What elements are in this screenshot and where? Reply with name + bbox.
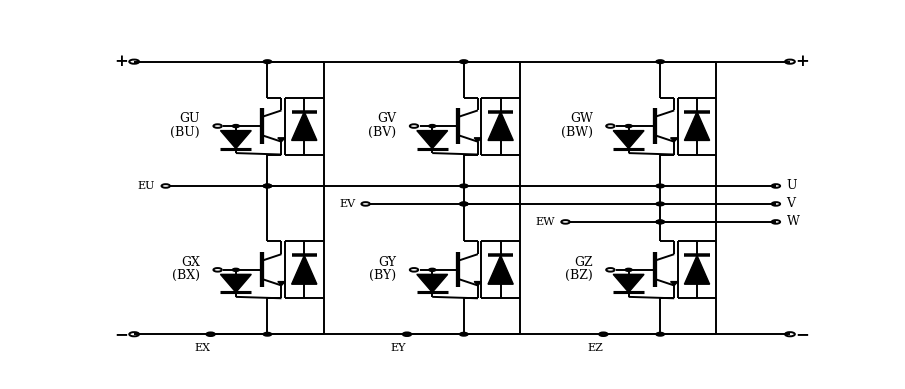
- Polygon shape: [417, 131, 448, 149]
- Circle shape: [263, 60, 271, 63]
- Polygon shape: [614, 131, 644, 149]
- Polygon shape: [684, 256, 710, 284]
- Text: GZ: GZ: [575, 256, 593, 269]
- Circle shape: [625, 124, 633, 128]
- Circle shape: [656, 60, 664, 63]
- Text: GV: GV: [377, 112, 396, 125]
- Circle shape: [625, 268, 633, 272]
- Circle shape: [263, 333, 271, 336]
- Circle shape: [656, 220, 664, 224]
- Circle shape: [460, 184, 468, 188]
- Text: EX: EX: [195, 343, 210, 352]
- Circle shape: [460, 202, 468, 206]
- Text: +: +: [115, 53, 129, 70]
- Polygon shape: [278, 138, 285, 142]
- Polygon shape: [614, 274, 644, 292]
- Text: (BX): (BX): [172, 269, 200, 282]
- Text: GU: GU: [179, 112, 200, 125]
- Text: V: V: [786, 198, 795, 210]
- Text: (BZ): (BZ): [565, 269, 593, 282]
- Polygon shape: [474, 282, 481, 286]
- Text: GY: GY: [378, 256, 396, 269]
- Polygon shape: [488, 256, 513, 284]
- Text: EW: EW: [536, 217, 555, 227]
- Text: −: −: [115, 326, 129, 343]
- Circle shape: [656, 202, 664, 206]
- Polygon shape: [221, 274, 252, 292]
- Text: EU: EU: [138, 181, 156, 191]
- Text: GW: GW: [570, 112, 593, 125]
- Circle shape: [233, 124, 239, 128]
- Circle shape: [429, 268, 436, 272]
- Text: (BY): (BY): [369, 269, 396, 282]
- Circle shape: [263, 184, 271, 188]
- Text: (BU): (BU): [170, 126, 200, 138]
- Circle shape: [656, 333, 664, 336]
- Circle shape: [429, 124, 436, 128]
- Circle shape: [460, 60, 468, 63]
- Polygon shape: [671, 138, 678, 142]
- Polygon shape: [488, 112, 513, 140]
- Text: W: W: [786, 216, 799, 228]
- Polygon shape: [278, 282, 285, 286]
- Polygon shape: [671, 282, 678, 286]
- Text: EZ: EZ: [587, 343, 603, 352]
- Circle shape: [460, 333, 468, 336]
- Text: (BV): (BV): [368, 126, 396, 138]
- Circle shape: [263, 184, 271, 188]
- Text: (BW): (BW): [561, 126, 593, 138]
- Circle shape: [460, 202, 468, 206]
- Text: EV: EV: [339, 199, 355, 209]
- Polygon shape: [291, 256, 317, 284]
- Circle shape: [656, 184, 664, 188]
- Text: EY: EY: [391, 343, 406, 352]
- Text: +: +: [795, 53, 809, 70]
- Polygon shape: [221, 131, 252, 149]
- Circle shape: [233, 268, 239, 272]
- Text: −: −: [795, 326, 809, 343]
- Text: U: U: [786, 179, 797, 193]
- Circle shape: [656, 220, 664, 224]
- Polygon shape: [474, 138, 481, 142]
- Polygon shape: [417, 274, 448, 292]
- Text: GX: GX: [181, 256, 200, 269]
- Polygon shape: [291, 112, 317, 140]
- Polygon shape: [684, 112, 710, 140]
